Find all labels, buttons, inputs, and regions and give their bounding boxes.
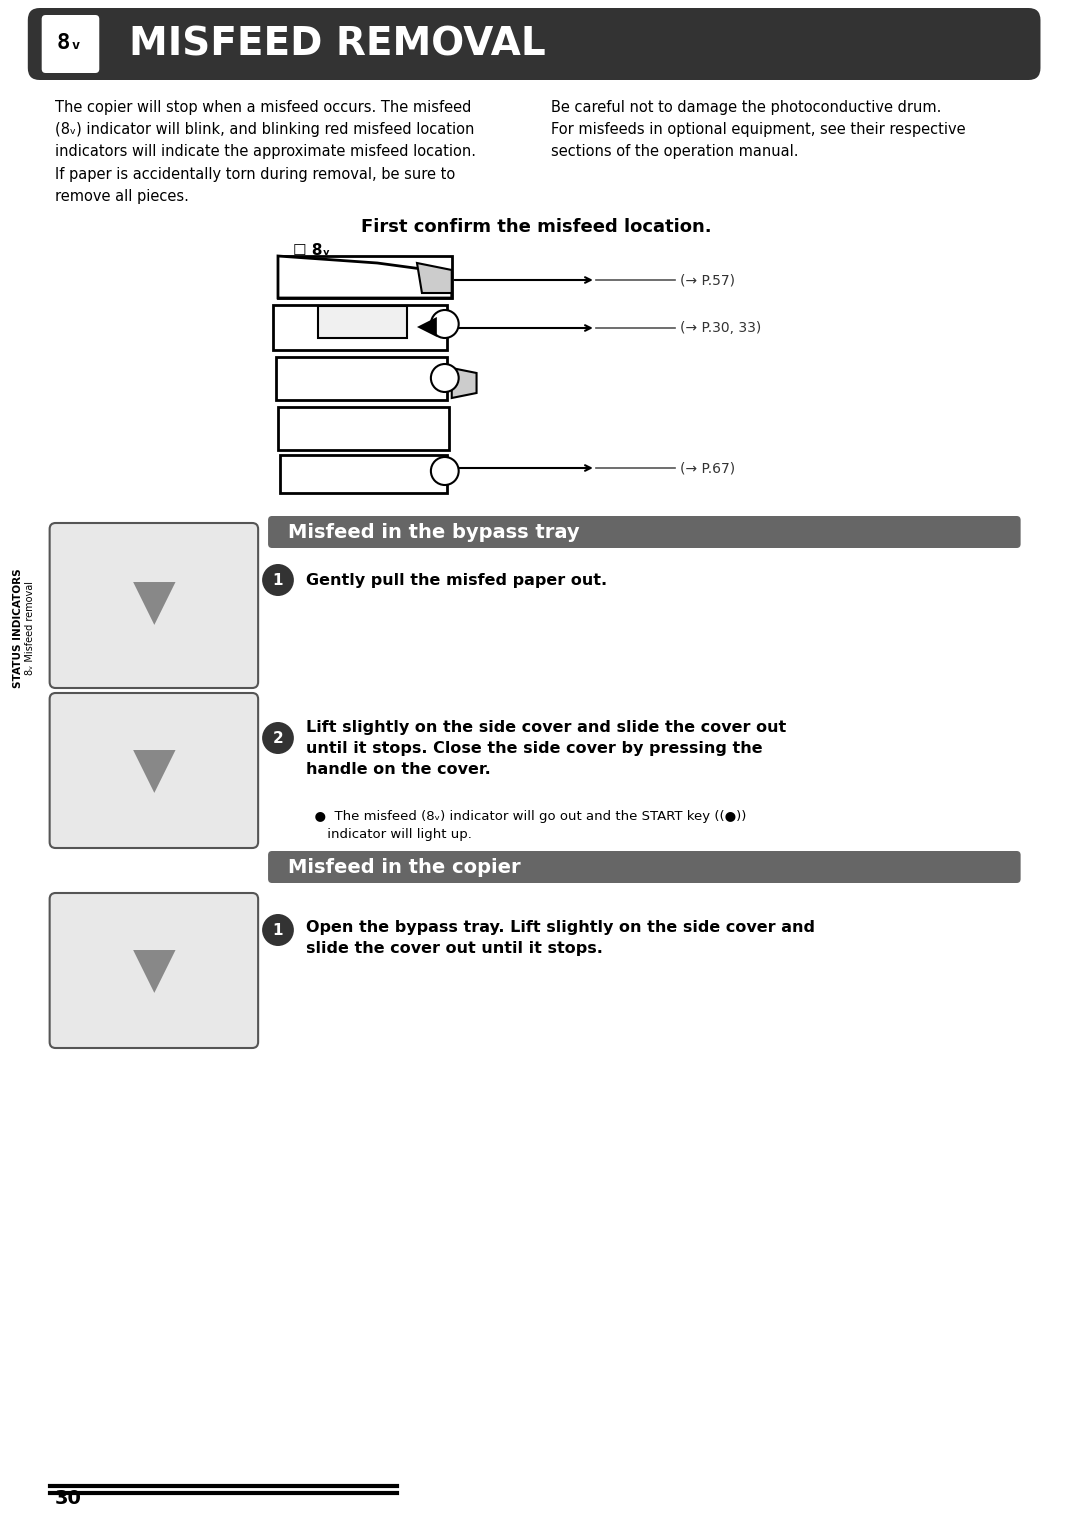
Text: 2: 2 [272, 730, 283, 746]
Text: Open the bypass tray. Lift slightly on the side cover and
slide the cover out un: Open the bypass tray. Lift slightly on t… [306, 920, 814, 957]
FancyBboxPatch shape [28, 8, 1040, 79]
Text: ▼: ▼ [133, 944, 175, 998]
Text: (→ P.57): (→ P.57) [680, 274, 735, 287]
Text: Gently pull the misfed paper out.: Gently pull the misfed paper out. [306, 573, 607, 587]
Polygon shape [278, 257, 451, 298]
Text: ☐ 8ᵥ: ☐ 8ᵥ [293, 243, 330, 258]
Circle shape [262, 564, 294, 596]
Text: 8ᵥ: 8ᵥ [57, 34, 84, 53]
Polygon shape [451, 368, 476, 397]
Bar [273, 306, 447, 350]
Bar [278, 257, 451, 298]
FancyBboxPatch shape [42, 15, 99, 73]
Text: (→ P.30, 33): (→ P.30, 33) [680, 321, 761, 335]
Text: Misfeed in the copier: Misfeed in the copier [288, 857, 521, 877]
Circle shape [262, 723, 294, 753]
Bar [280, 455, 447, 494]
Text: 8ᵥ Misfeed removal: 8ᵥ Misfeed removal [25, 581, 35, 675]
Text: Be careful not to damage the photoconductive drum.
For misfeeds in optional equi: Be careful not to damage the photoconduc… [551, 99, 966, 159]
Circle shape [431, 364, 459, 393]
Bar [276, 358, 447, 400]
Circle shape [431, 310, 459, 338]
Text: The copier will stop when a misfeed occurs. The misfeed
(8ᵥ) indicator will blin: The copier will stop when a misfeed occu… [55, 99, 475, 203]
Bar [278, 406, 449, 451]
FancyBboxPatch shape [50, 523, 258, 688]
Text: Lift slightly on the side cover and slide the cover out
until it stops. Close th: Lift slightly on the side cover and slid… [306, 720, 786, 778]
Text: Misfeed in the bypass tray: Misfeed in the bypass tray [288, 523, 580, 541]
Text: STATUS INDICATORS: STATUS INDICATORS [13, 568, 23, 688]
Text: 1: 1 [273, 923, 283, 938]
FancyBboxPatch shape [50, 694, 258, 848]
Text: ●  The misfeed (8ᵥ) indicator will go out and the START key ((●))
     indicator: ● The misfeed (8ᵥ) indicator will go out… [306, 810, 746, 840]
FancyBboxPatch shape [268, 516, 1021, 549]
Text: MISFEED REMOVAL: MISFEED REMOVAL [130, 24, 545, 63]
Text: ▼: ▼ [133, 744, 175, 798]
FancyBboxPatch shape [268, 851, 1021, 883]
Text: ▼: ▼ [133, 576, 175, 630]
Bar [318, 306, 407, 338]
Text: First confirm the misfeed location.: First confirm the misfeed location. [361, 219, 712, 235]
Text: 30: 30 [55, 1488, 81, 1508]
Polygon shape [417, 263, 451, 293]
Text: (→ P.67): (→ P.67) [680, 461, 735, 475]
Text: 1: 1 [273, 573, 283, 587]
Circle shape [262, 914, 294, 946]
Polygon shape [417, 316, 436, 338]
Circle shape [431, 457, 459, 484]
FancyBboxPatch shape [50, 892, 258, 1048]
